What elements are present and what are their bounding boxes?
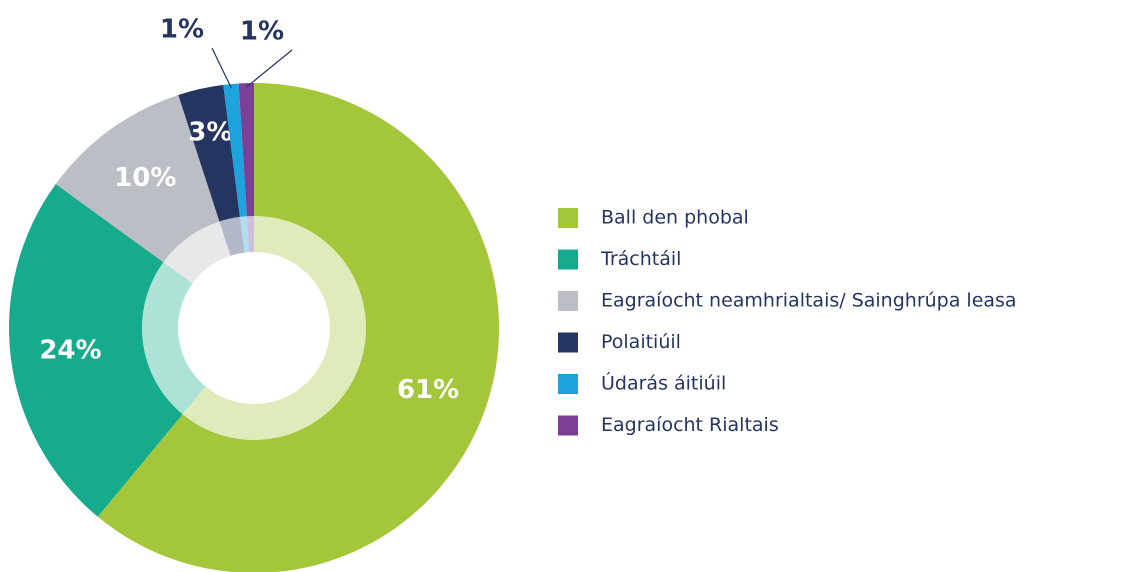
leader-line [246,49,293,88]
legend-swatch [558,374,578,394]
legend-swatch [558,415,578,436]
value-label: 3% [188,117,232,147]
legend-swatch [558,249,578,270]
legend-label: Ball den phobal [601,207,749,229]
slice [55,94,220,263]
legend-swatch [558,332,578,353]
legend-swatch [558,208,578,228]
value-label: 10% [114,163,176,193]
slice [8,183,183,517]
legend-swatch [558,291,578,311]
slice [223,83,247,217]
legend-label: Tráchtáil [600,248,681,270]
value-label: 1% [160,15,204,45]
slice-inner [239,216,250,253]
slice-inner [163,221,231,284]
value-label: 61% [397,375,459,405]
slice-inner [246,216,254,253]
slice [238,83,254,217]
value-label: 1% [240,17,284,47]
value-label: 24% [39,336,101,366]
slice-inner [219,216,245,256]
legend-label: Polaitiúil [601,331,681,353]
legend-label: Eagraíocht neamhrialtais/ Sainghrúpa lea… [601,290,1017,312]
slice [178,84,240,222]
leader-line [211,47,232,89]
slice-inner [182,216,367,440]
legend-label: Údarás áitiúil [601,371,726,395]
slice [97,83,499,572]
slice-inner [142,262,206,415]
legend-label: Eagraíocht Rialtais [601,414,779,436]
